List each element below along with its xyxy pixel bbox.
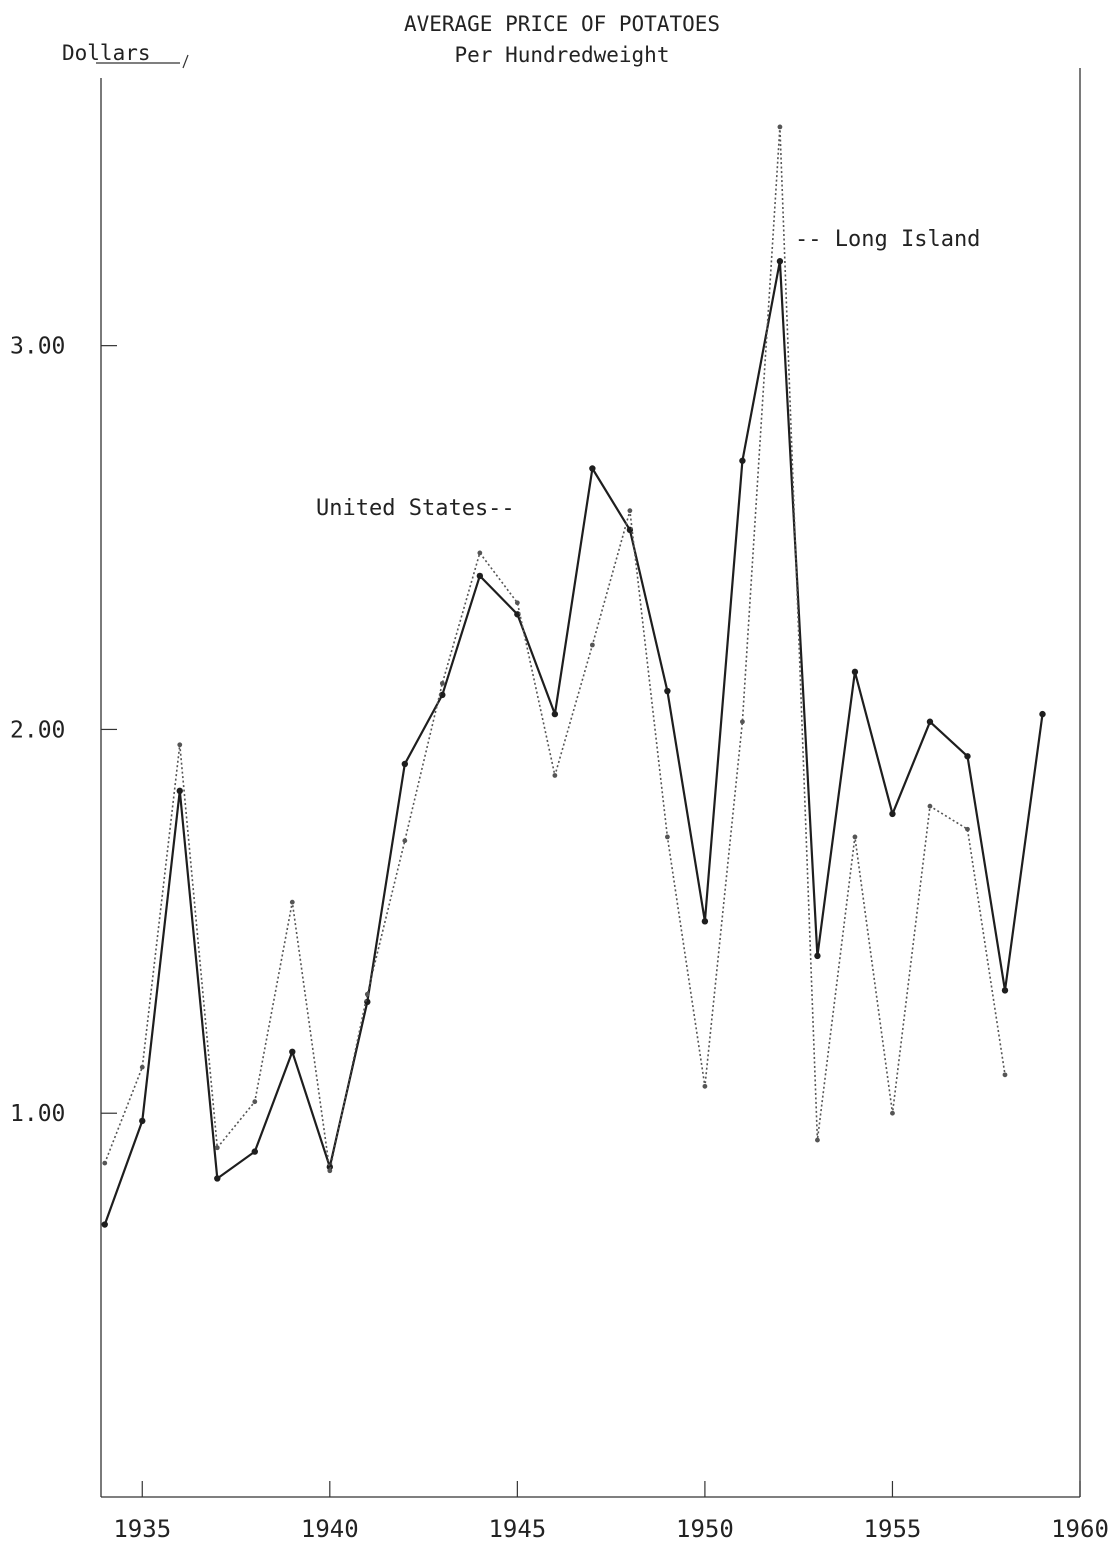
data-point-long-island: [702, 1083, 708, 1089]
x-axis-ticks: 1935 1940 1945 1950 1955 1960: [113, 1481, 1109, 1543]
data-point-long-island: [439, 680, 445, 686]
chart-subtitle: Per Hundredweight: [455, 43, 670, 67]
data-point-long-island: [364, 991, 370, 997]
data-point-long-island: [327, 1168, 333, 1174]
data-point-long-island: [890, 1110, 895, 1116]
data-point-united-states: [851, 668, 859, 676]
x-tick-label: 1960: [1051, 1515, 1109, 1543]
data-point-long-island: [627, 508, 633, 514]
data-point-united-states: [701, 918, 709, 925]
data-point-long-island: [552, 773, 558, 778]
data-point-united-states: [926, 718, 934, 725]
y-tick-label: 3.00: [10, 334, 65, 360]
chart-title: AVERAGE PRICE OF POTATOES: [404, 12, 720, 36]
data-point-united-states: [964, 753, 971, 760]
data-point-long-island: [102, 1160, 108, 1166]
data-point-long-island: [740, 719, 745, 725]
data-point-long-island: [852, 834, 858, 840]
long-island-annotation: -- Long Island: [795, 227, 980, 252]
y-tick-label: 1.00: [10, 1101, 65, 1127]
data-point-long-island: [965, 826, 970, 832]
data-point-united-states: [101, 1221, 108, 1228]
x-tick-label: 1940: [301, 1515, 359, 1543]
data-point-long-island: [139, 1064, 145, 1070]
data-point-long-island: [589, 642, 595, 648]
y-axis-label-slash: [182, 54, 189, 69]
data-point-united-states: [214, 1175, 221, 1182]
data-point-united-states: [889, 810, 896, 818]
data-point-united-states: [401, 760, 409, 768]
series-united-states: [101, 258, 1046, 1228]
y-axis-ticks: 1.00 2.00 3.00: [10, 334, 117, 1127]
data-point-united-states: [1039, 710, 1046, 718]
series-line-united-states: [103, 260, 1044, 1225]
y-axis-label: Dollars: [62, 41, 151, 65]
data-point-united-states: [551, 710, 559, 718]
series-line-long-island: [104, 126, 1006, 1172]
data-point-long-island: [177, 742, 183, 748]
data-point-long-island: [664, 834, 670, 840]
data-point-long-island: [927, 803, 933, 809]
data-point-united-states: [439, 691, 446, 699]
data-point-united-states: [664, 687, 671, 695]
data-point-long-island: [252, 1099, 258, 1105]
x-tick-label: 1945: [488, 1515, 546, 1543]
series-long-island: [102, 124, 1008, 1174]
data-point-long-island: [214, 1145, 220, 1151]
data-point-long-island: [402, 838, 408, 844]
plot-frame: [100, 68, 1081, 1498]
data-point-united-states: [776, 258, 784, 265]
data-point-long-island: [289, 899, 295, 905]
data-point-long-island: [777, 124, 783, 130]
data-point-united-states: [589, 465, 596, 472]
data-point-long-island: [815, 1137, 820, 1143]
data-point-united-states: [251, 1148, 258, 1155]
x-tick-label: 1950: [676, 1515, 734, 1543]
x-tick-label: 1935: [113, 1515, 171, 1543]
data-point-united-states: [476, 572, 484, 580]
data-point-united-states: [1001, 987, 1009, 994]
data-point-united-states: [289, 1048, 296, 1056]
data-point-united-states: [139, 1117, 146, 1125]
data-point-united-states: [814, 952, 821, 960]
y-tick-label: 2.00: [10, 717, 65, 743]
series-layer: [101, 124, 1046, 1228]
data-point-long-island: [514, 600, 520, 606]
data-point-united-states: [739, 457, 746, 464]
data-point-long-island: [477, 550, 483, 556]
united-states-annotation: United States--: [316, 496, 515, 521]
data-point-united-states: [176, 787, 183, 795]
data-point-long-island: [1002, 1072, 1008, 1078]
x-tick-label: 1955: [864, 1515, 922, 1543]
